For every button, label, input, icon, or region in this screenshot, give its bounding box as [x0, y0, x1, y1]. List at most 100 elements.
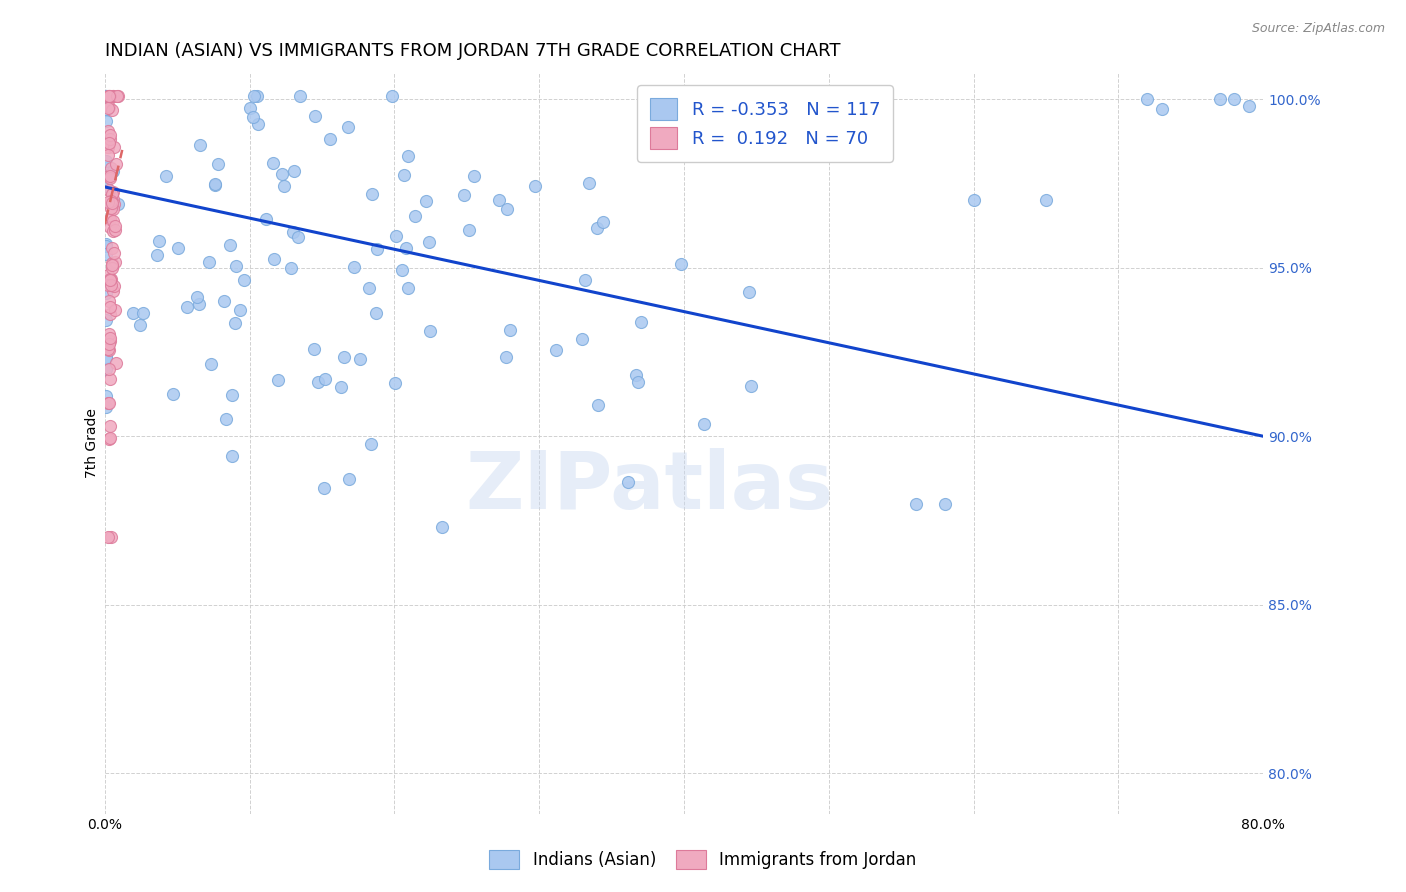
Point	[96, 103, 118, 117]
Point	[97, 194, 120, 209]
Point	[96, 401, 118, 415]
Point	[98, 128, 121, 143]
Point	[97, 169, 120, 183]
Point	[98, 132, 121, 146]
Point	[98, 337, 121, 351]
Point	[243, 89, 266, 103]
Point	[738, 285, 761, 299]
Point	[361, 187, 384, 202]
Point	[381, 89, 404, 103]
Point	[488, 193, 510, 207]
Point	[98, 100, 121, 114]
Point	[204, 178, 226, 193]
Point	[97, 148, 120, 162]
Point	[96, 286, 118, 301]
Point	[100, 194, 122, 208]
Point	[221, 449, 243, 463]
Point	[176, 301, 198, 315]
Point	[574, 273, 596, 287]
Point	[100, 201, 122, 215]
Point	[616, 475, 638, 490]
Point	[97, 183, 120, 197]
Point	[129, 318, 152, 332]
Point	[204, 177, 226, 191]
Point	[101, 164, 124, 178]
Point	[96, 350, 118, 364]
Point	[97, 530, 120, 544]
Point	[100, 260, 122, 275]
Point	[458, 223, 481, 237]
Point	[319, 132, 342, 146]
Text: ZIPatlas: ZIPatlas	[465, 449, 834, 526]
Point	[97, 432, 120, 446]
Point	[239, 101, 262, 115]
Point	[229, 302, 252, 317]
Point	[523, 179, 546, 194]
Point	[1035, 194, 1057, 208]
Point	[97, 362, 120, 376]
Point	[419, 324, 441, 338]
Point	[97, 268, 120, 282]
Point	[934, 497, 956, 511]
Point	[200, 357, 222, 371]
Point	[98, 395, 121, 409]
Point	[453, 187, 475, 202]
Point	[148, 234, 170, 248]
Point	[1209, 92, 1232, 106]
Point	[104, 156, 127, 170]
Point	[107, 197, 129, 211]
Point	[626, 375, 648, 389]
Point	[104, 254, 127, 268]
Point	[263, 252, 285, 266]
Point	[101, 195, 124, 210]
Point	[280, 260, 302, 275]
Point	[98, 136, 121, 150]
Point	[103, 246, 125, 260]
Point	[624, 368, 647, 383]
Point	[496, 202, 519, 217]
Point	[96, 154, 118, 169]
Point	[101, 284, 124, 298]
Point	[384, 376, 406, 390]
Point	[162, 386, 184, 401]
Point	[404, 209, 426, 223]
Point	[100, 161, 122, 176]
Point	[96, 114, 118, 128]
Point	[98, 169, 121, 184]
Point	[221, 388, 243, 402]
Point	[98, 331, 121, 345]
Point	[98, 307, 121, 321]
Point	[103, 223, 125, 237]
Point	[98, 419, 121, 434]
Point	[415, 194, 437, 208]
Point	[212, 293, 235, 308]
Point	[98, 219, 121, 234]
Point	[96, 161, 118, 175]
Point	[394, 241, 416, 255]
Point	[104, 223, 127, 237]
Point	[96, 313, 118, 327]
Point	[287, 230, 309, 244]
Point	[104, 302, 127, 317]
Point	[100, 300, 122, 314]
Point	[207, 157, 229, 171]
Point	[349, 352, 371, 367]
Point	[219, 237, 242, 252]
Point	[103, 89, 125, 103]
Point	[314, 372, 336, 386]
Point	[225, 259, 247, 273]
Point	[104, 219, 127, 233]
Point	[630, 316, 652, 330]
Point	[495, 350, 517, 364]
Point	[96, 237, 118, 252]
Point	[100, 256, 122, 270]
Legend: R = -0.353   N = 117, R =  0.192   N = 70: R = -0.353 N = 117, R = 0.192 N = 70	[637, 85, 893, 161]
Point	[97, 123, 120, 137]
Point	[103, 140, 125, 154]
Point	[232, 273, 254, 287]
Point	[98, 273, 121, 287]
Point	[166, 241, 188, 255]
Point	[100, 278, 122, 293]
Point	[586, 398, 609, 412]
Point	[96, 89, 118, 103]
